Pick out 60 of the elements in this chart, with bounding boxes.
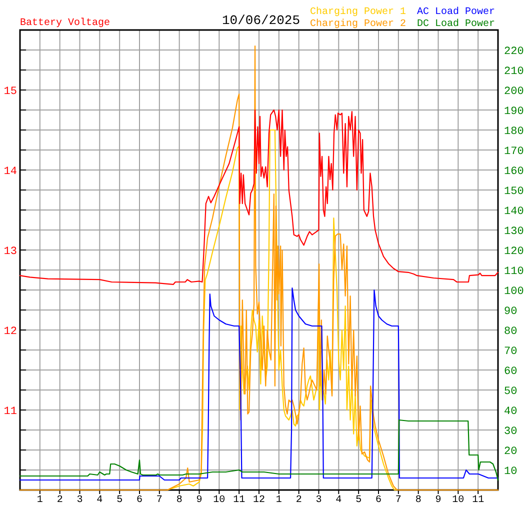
y2-tick-label: 20 — [504, 446, 518, 458]
x-tick-label: 5 — [116, 495, 123, 506]
text: DC Load Power — [417, 18, 496, 30]
y2-tick-label: 140 — [504, 206, 524, 218]
x-tick-label: 5 — [356, 495, 362, 506]
line-series — [19, 109, 499, 285]
x-tick-label: 1 — [36, 495, 43, 506]
x-tick-label: 2 — [296, 495, 302, 506]
y2-tick-label: 50 — [504, 386, 518, 398]
y2-tick-label: 180 — [504, 126, 524, 138]
line-series — [19, 45, 499, 491]
chart-title: 10/06/2025 — [222, 13, 300, 28]
x-tick-label: 3 — [76, 495, 83, 506]
x-tick-label: 8 — [176, 495, 182, 506]
y2-tick-label: 150 — [504, 186, 524, 198]
y2-tick-label: 80 — [504, 326, 518, 338]
y-tick-label: 14 — [4, 166, 18, 178]
text: AC Load Power — [417, 6, 496, 18]
y-tick-label: 11 — [4, 406, 18, 418]
y2-tick-label: 60 — [504, 366, 518, 378]
y2-tick-label: 110 — [504, 266, 524, 278]
x-tick-label: 9 — [196, 495, 202, 506]
y-axis-title: Battery Voltage — [20, 17, 110, 29]
x-tick-label: 12 — [252, 495, 266, 506]
y-tick-label: 13 — [4, 246, 17, 258]
y2-tick-label: 200 — [504, 86, 524, 98]
y2-tick-label: 40 — [504, 406, 518, 418]
y2-tick-label: 210 — [504, 66, 524, 78]
x-tick-label: 2 — [56, 495, 63, 506]
y2-tick-label: 90 — [504, 306, 518, 318]
y-tick-label: 15 — [4, 86, 17, 98]
x-tick-label: 4 — [336, 495, 342, 506]
text: Charging Power 2 — [310, 18, 406, 30]
line-series — [19, 287, 499, 481]
x-tick-label: 6 — [136, 495, 143, 506]
line-series — [19, 419, 499, 481]
text: Charging Power 1 — [310, 6, 406, 18]
y2-tick-label: 130 — [504, 226, 524, 238]
y2-tick-label: 100 — [504, 286, 524, 298]
x-tick-label: 8 — [415, 495, 422, 506]
x-tick-label: 7 — [395, 495, 402, 506]
y2-tick-label: 70 — [504, 346, 518, 358]
x-tick-label: 11 — [233, 495, 246, 506]
y2-tick-label: 160 — [504, 166, 524, 178]
x-tick-label: 1 — [276, 495, 282, 506]
x-tick-label: 9 — [435, 495, 442, 506]
y2-tick-label: 190 — [504, 106, 524, 118]
y2-tick-label: 30 — [504, 426, 518, 438]
x-tick-label: 3 — [316, 495, 322, 506]
x-tick-label: 7 — [156, 495, 162, 506]
y2-tick-label: 120 — [504, 246, 524, 258]
x-tick-label: 10 — [452, 495, 464, 506]
y2-tick-label: 170 — [504, 146, 524, 158]
x-tick-label: 11 — [472, 495, 484, 506]
x-tick-label: 4 — [96, 495, 103, 506]
x-tick-label: 10 — [213, 495, 226, 506]
y2-tick-label: 220 — [504, 46, 524, 58]
x-tick-label: 6 — [375, 495, 382, 506]
y2-tick-label: 10 — [504, 466, 518, 478]
y-tick-label: 12 — [4, 326, 17, 338]
